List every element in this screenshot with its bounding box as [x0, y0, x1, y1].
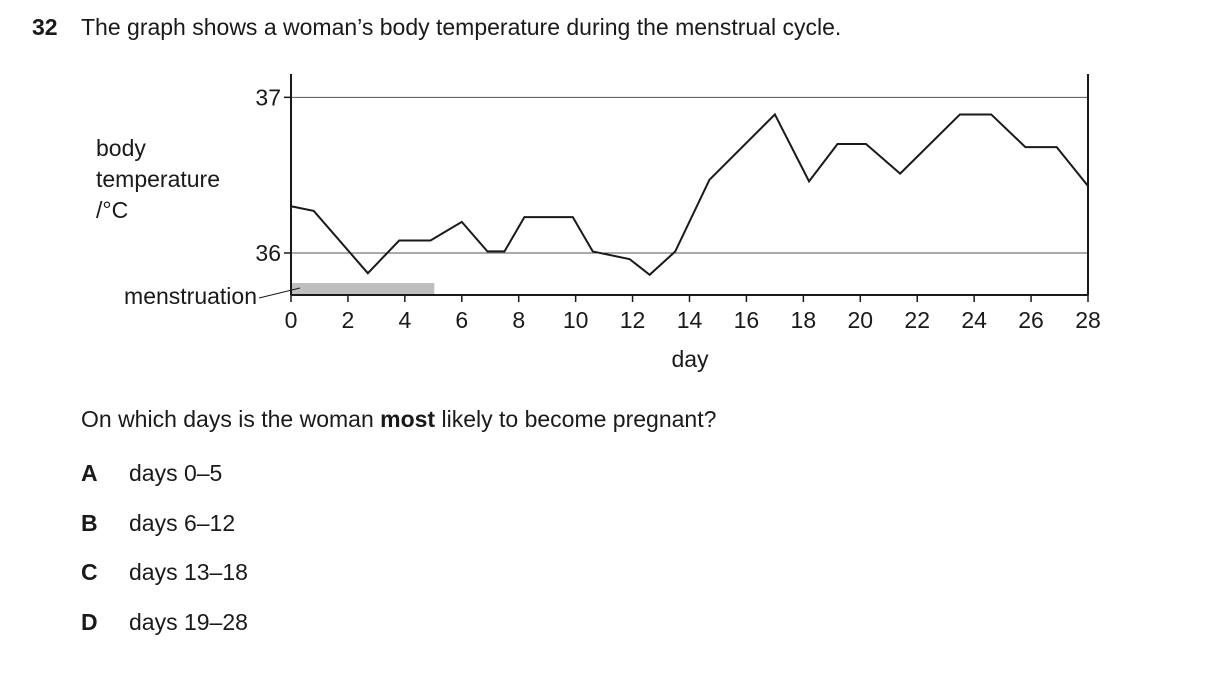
- data-point-14: [708, 179, 710, 181]
- menstruation-bar: [292, 283, 435, 294]
- y-axis-ticks: 36 37: [255, 84, 291, 266]
- data-point-13: [674, 250, 676, 252]
- x-tick-label-0: 0: [285, 307, 298, 333]
- data-point-10: [592, 250, 594, 252]
- data-point-6: [486, 250, 488, 252]
- option-d-letter: D: [81, 609, 98, 635]
- data-point-24: [1087, 185, 1089, 187]
- data-point-8: [523, 216, 525, 218]
- question-number: 32: [32, 14, 58, 40]
- axes: [290, 74, 1089, 296]
- y-axis-label-line-2: temperature: [96, 166, 221, 192]
- prompt-text-bold: most: [380, 406, 436, 432]
- grid-lines: [291, 96, 1088, 254]
- x-tick-label-4: 4: [398, 307, 411, 333]
- y-axis-label-line-1: body: [96, 135, 146, 161]
- menstruation-label: menstruation: [124, 283, 257, 309]
- data-point-7: [503, 250, 505, 252]
- data-point-2: [367, 272, 369, 274]
- temperature-chart: menstruation 0 2 4 6 8 10 12 14 16 18 20 22 24 26 28 3…: [124, 74, 1101, 372]
- data-point-22: [1024, 146, 1026, 148]
- data-point-21: [990, 113, 992, 115]
- prompt-text-start: On which days is the woman: [81, 406, 381, 432]
- x-tick-label-18: 18: [791, 307, 817, 333]
- option-a-text: days 0–5: [129, 460, 223, 486]
- option-d-text: days 19–28: [129, 609, 248, 635]
- prompt-text-end: likely to become pregnant?: [435, 406, 717, 432]
- data-point-20: [959, 113, 961, 115]
- menstruation-pointer-line: [258, 287, 301, 299]
- x-tick-label-24: 24: [961, 307, 987, 333]
- x-tick-label-12: 12: [620, 307, 646, 333]
- question-prompt: On which days is the woman most likely t…: [81, 406, 716, 433]
- y-tick-label-36: 36: [255, 240, 281, 266]
- question-intro: The graph shows a woman’s body temperatu…: [81, 14, 842, 40]
- data-point-18: [865, 143, 867, 145]
- x-tick-label-2: 2: [342, 307, 355, 333]
- data-point-19: [899, 173, 901, 175]
- temperature-line: [290, 112, 1089, 277]
- x-tick-label-28: 28: [1075, 307, 1101, 333]
- y-tick-label-37: 37: [255, 84, 281, 110]
- data-point-0: [290, 205, 292, 207]
- x-axis-label: day: [671, 346, 709, 372]
- option-b-letter: B: [81, 510, 98, 536]
- data-point-11: [629, 258, 631, 260]
- data-point-5: [461, 221, 463, 223]
- y-axis-label: body temperature /°C: [96, 133, 220, 226]
- x-tick-label-16: 16: [734, 307, 760, 333]
- x-tick-label-22: 22: [904, 307, 930, 333]
- data-point-17: [837, 143, 839, 145]
- data-point-15: [774, 113, 776, 115]
- option-a-letter: A: [81, 460, 98, 486]
- y-axis-label-line-3: /°C: [96, 197, 129, 223]
- x-tick-label-26: 26: [1018, 307, 1044, 333]
- data-point-23: [1056, 146, 1058, 148]
- data-points: [290, 113, 1089, 275]
- x-tick-label-14: 14: [677, 307, 703, 333]
- x-tick-label-20: 20: [847, 307, 873, 333]
- data-point-12: [649, 274, 651, 276]
- x-tick-label-10: 10: [563, 307, 589, 333]
- data-point-9: [572, 216, 574, 218]
- data-point-1: [313, 210, 315, 212]
- data-point-4: [429, 240, 431, 242]
- x-axis-ticks: 0 2 4 6 8 10 12 14 16 18 20 22 24 26 28: [285, 295, 1101, 333]
- option-b-text: days 6–12: [129, 510, 236, 536]
- data-point-3: [398, 240, 400, 242]
- option-c-text: days 13–18: [129, 559, 248, 585]
- data-point-16: [808, 180, 810, 182]
- x-tick-label-6: 6: [455, 307, 468, 333]
- option-c-letter: C: [81, 559, 98, 585]
- x-tick-label-8: 8: [512, 307, 525, 333]
